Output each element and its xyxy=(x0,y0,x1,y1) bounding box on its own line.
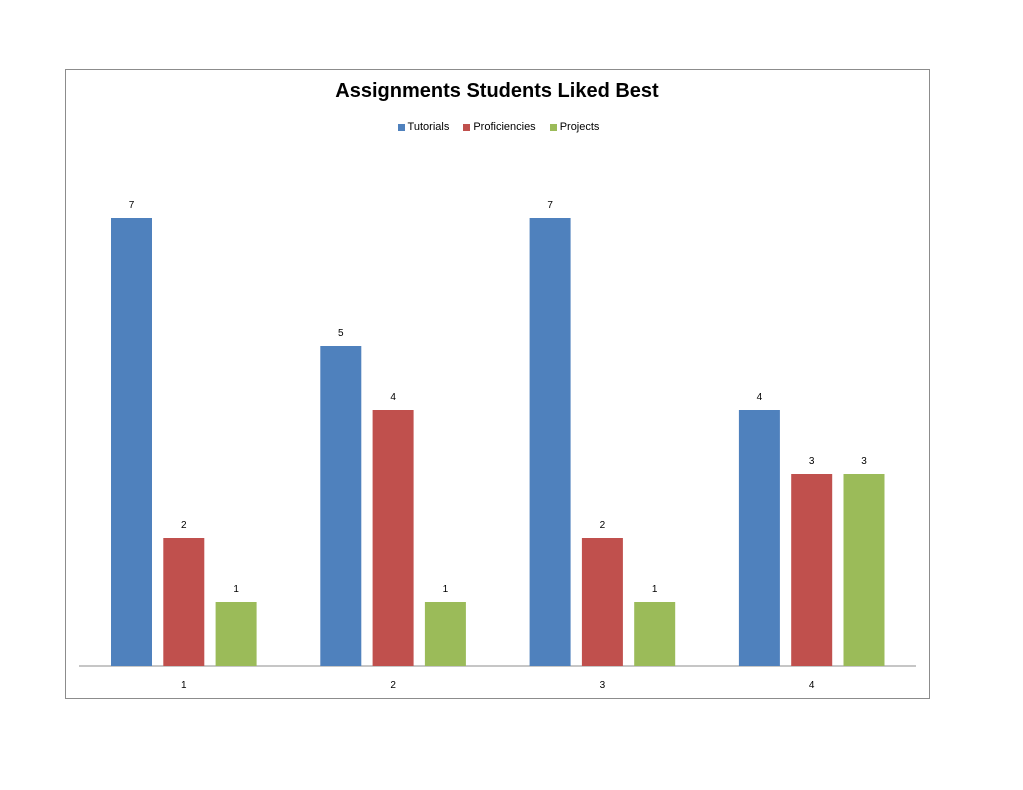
data-label-proficiencies-1: 2 xyxy=(181,520,187,531)
bar-projects-1 xyxy=(215,602,257,666)
chart-frame xyxy=(65,69,930,699)
legend-swatch-proficiencies xyxy=(463,123,471,131)
legend-swatch-tutorials xyxy=(397,123,405,131)
bar-proficiencies-4 xyxy=(791,474,833,666)
data-label-proficiencies-4: 3 xyxy=(809,456,815,467)
data-label-tutorials-2: 5 xyxy=(338,328,344,339)
bar-projects-2 xyxy=(424,602,466,666)
bar-tutorials-2 xyxy=(320,346,362,666)
legend-label-projects: Projects xyxy=(559,121,600,133)
data-label-projects-4: 3 xyxy=(861,456,867,467)
data-label-proficiencies-3: 2 xyxy=(600,520,606,531)
legend-swatch-projects xyxy=(549,123,557,131)
x-tick-label-1: 1 xyxy=(181,680,187,691)
legend-item-proficiencies: Proficiencies xyxy=(463,121,536,133)
bar-projects-4 xyxy=(843,474,885,666)
legend-item-projects: Projects xyxy=(549,121,600,133)
data-label-projects-3: 1 xyxy=(652,584,658,595)
data-label-tutorials-1: 7 xyxy=(129,200,135,211)
bar-proficiencies-1 xyxy=(163,538,205,666)
data-label-tutorials-3: 7 xyxy=(547,200,553,211)
chart-title: Assignments Students Liked Best xyxy=(335,80,659,102)
bar-projects-3 xyxy=(634,602,676,666)
bar-tutorials-1 xyxy=(111,218,152,666)
data-label-proficiencies-2: 4 xyxy=(390,392,396,403)
data-label-projects-1: 1 xyxy=(233,584,239,595)
bar-tutorials-4 xyxy=(738,410,780,666)
data-label-tutorials-4: 4 xyxy=(757,392,763,403)
data-label-projects-2: 1 xyxy=(443,584,449,595)
x-tick-label-2: 2 xyxy=(390,680,396,691)
x-tick-label-3: 3 xyxy=(600,680,606,691)
bar-tutorials-3 xyxy=(529,218,571,666)
legend-label-tutorials: Tutorials xyxy=(407,121,450,133)
legend-item-tutorials: Tutorials xyxy=(397,121,450,133)
legend-label-proficiencies: Proficiencies xyxy=(473,121,536,133)
legend: Tutorials Proficiencies Projects xyxy=(0,121,997,133)
x-tick-label-4: 4 xyxy=(809,680,815,691)
bar-proficiencies-3 xyxy=(581,538,623,666)
bar-proficiencies-2 xyxy=(372,410,414,666)
